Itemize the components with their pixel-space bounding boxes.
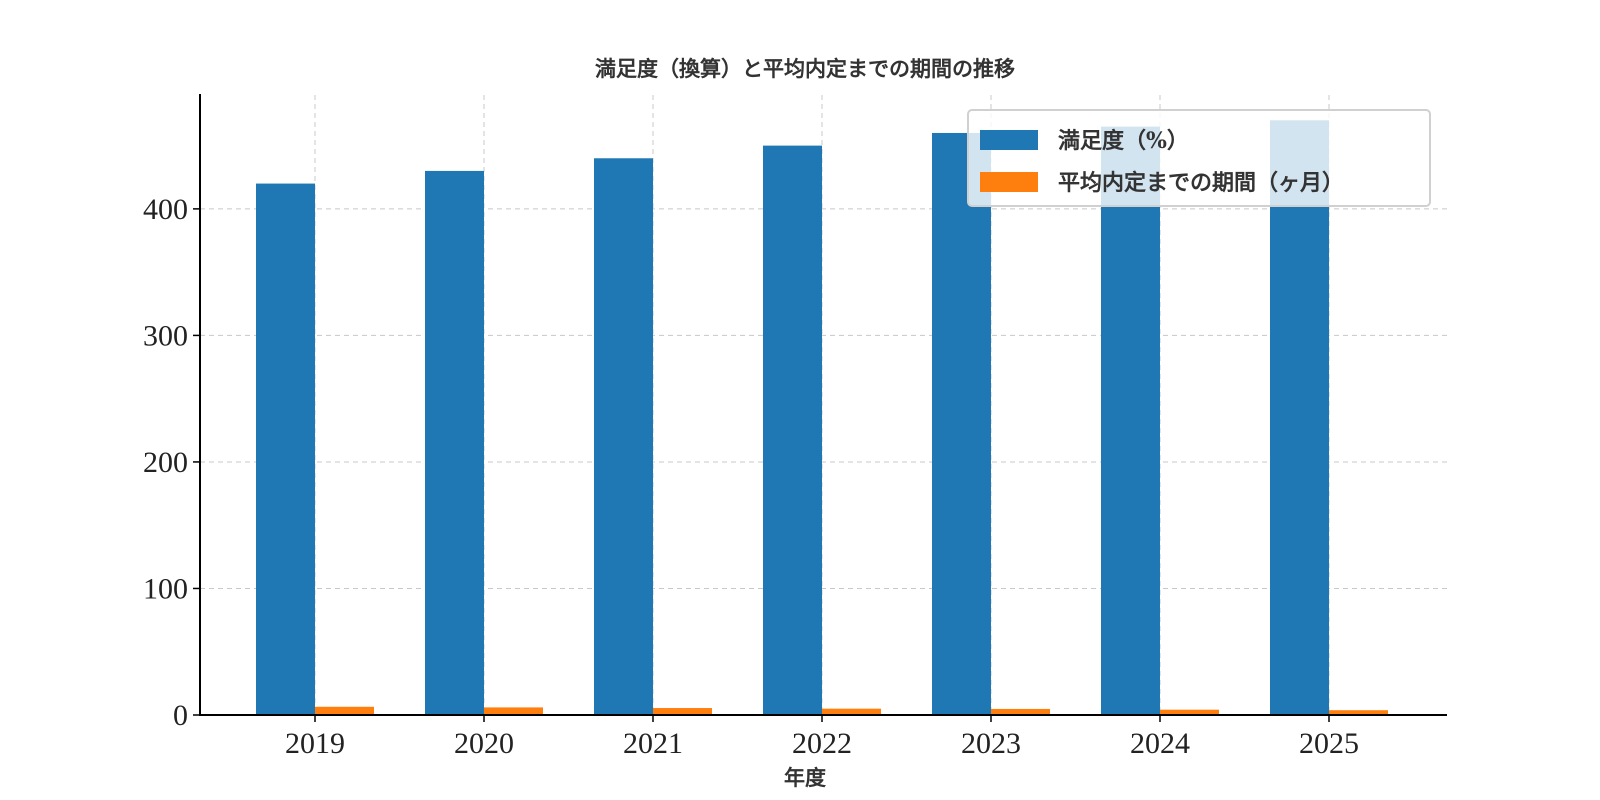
bar-series-1-2022 xyxy=(763,145,822,715)
bar-series-1-2019 xyxy=(256,183,315,716)
chart-title: 満足度（換算）と平均内定までの期間の推移 xyxy=(595,56,1015,81)
bar-series-2-2019 xyxy=(315,706,374,715)
legend-label-2: 平均内定までの期間（ヶ月） xyxy=(1058,170,1344,196)
x-tick-label: 2022 xyxy=(792,727,852,760)
x-tick-label: 2025 xyxy=(1299,727,1359,760)
x-tick-label: 2020 xyxy=(454,727,514,760)
legend-swatch-1 xyxy=(980,130,1038,150)
bar-series-2-2023 xyxy=(991,708,1050,715)
legend-box xyxy=(967,109,1431,207)
tick-labels: 0 100 200 300 400 2019 2020 2021 2022 2023 2024 202… xyxy=(143,193,1359,760)
legend-label-1: 満足度（%） xyxy=(1058,128,1189,154)
bar-series-1-2020 xyxy=(425,170,484,716)
bar-series-1-2021 xyxy=(594,158,653,715)
bar-series-2-2020 xyxy=(484,707,543,715)
y-tick-label: 100 xyxy=(143,572,188,605)
y-tick-label: 300 xyxy=(143,319,188,352)
legend-swatch-2 xyxy=(980,172,1038,192)
bar-series-1-2023 xyxy=(932,132,991,716)
bar-series-2-2021 xyxy=(653,708,712,715)
y-tick-label: 200 xyxy=(143,446,188,479)
x-tick-label: 2023 xyxy=(961,727,1021,760)
bar-series-2-2022 xyxy=(822,708,881,715)
axes xyxy=(199,94,1447,716)
legend: 満足度（%） 平均内定までの期間（ヶ月） xyxy=(967,109,1431,207)
x-axis-label: 年度 xyxy=(784,765,826,790)
bars xyxy=(256,120,1388,716)
x-tick-label: 2024 xyxy=(1130,727,1190,760)
y-tick-label: 400 xyxy=(143,193,188,226)
x-tick-label: 2019 xyxy=(285,727,345,760)
bar-series-1-2025 xyxy=(1270,120,1329,715)
y-tick-label: 0 xyxy=(173,699,188,732)
bar-series-2-2024 xyxy=(1160,709,1219,715)
bar-series-1-2024 xyxy=(1101,126,1160,716)
bar-series-2-2025 xyxy=(1329,710,1388,715)
x-tick-label: 2021 xyxy=(623,727,683,760)
